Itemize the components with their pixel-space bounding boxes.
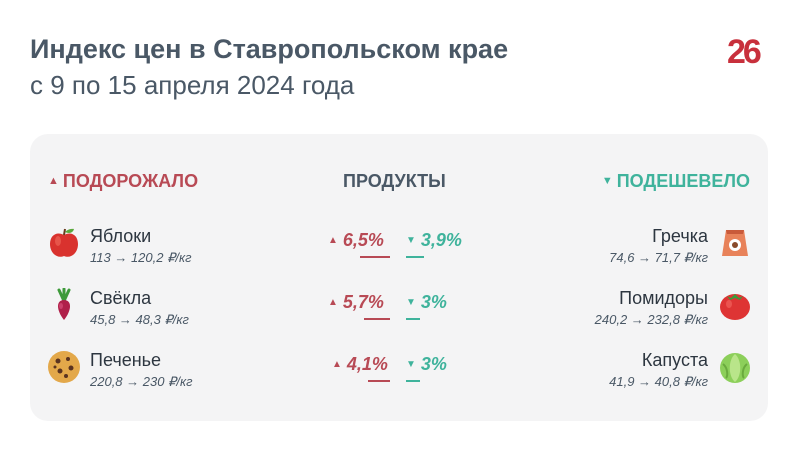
change-up: ▲ 5,7% [328, 292, 384, 313]
triangle-down-icon: ▼ [601, 175, 613, 187]
column-header-up: ▲ ПОДОРОЖАЛО [48, 171, 198, 192]
product-price-down: 240,2 → 232,8 ₽/кг [594, 312, 708, 327]
change-up-value: 6,5% [342, 230, 384, 250]
product-name-down: Капуста [641, 350, 708, 370]
triangle-up-icon: ▲ [332, 359, 342, 370]
triangle-up-icon: ▲ [328, 297, 338, 308]
table-row: Яблоки 113 → 120,2 ₽/кг ▲ 6,5% ▼ 3,9% Греч… [0, 226, 800, 282]
logo-text: 26 [727, 33, 761, 69]
product-price-up: 220,8 → 230 ₽/кг [90, 374, 193, 389]
product-name-up: Печенье [90, 350, 162, 370]
triangle-up-icon: ▲ [328, 235, 338, 246]
change-down-underline [406, 380, 420, 382]
triangle-up-icon: ▲ [48, 175, 59, 187]
triangle-down-icon: ▼ [406, 235, 416, 246]
change-down-value: 3% [420, 354, 447, 374]
buckwheat-bag-icon [722, 230, 748, 256]
change-down-underline [406, 318, 420, 320]
change-up-underline [360, 256, 390, 258]
change-down: ▼ 3% [406, 354, 447, 375]
logo-26: 26 [727, 33, 764, 69]
column-header-down-label: ПОДЕШЕВЕЛО [616, 171, 750, 191]
change-up-underline [364, 318, 390, 320]
product-name-up: Яблоки [90, 226, 152, 246]
change-up-value: 5,7% [342, 292, 384, 312]
cabbage-icon [720, 353, 750, 383]
column-header-up-label: ПОДОРОЖАЛО [62, 171, 199, 191]
price-card [30, 134, 768, 421]
page-title: Индекс цен в Ставропольском крае [30, 34, 509, 64]
table-row: Печенье 220,8 → 230 ₽/кг ▲ 4,1% ▼ 3% Капус… [0, 350, 800, 406]
change-up: ▲ 4,1% [332, 354, 388, 375]
product-name-down: Помидоры [619, 288, 708, 308]
product-price-up: 45,8 → 48,3 ₽/кг [90, 312, 189, 327]
product-price-down: 74,6 → 71,7 ₽/кг [609, 250, 708, 265]
change-down: ▼ 3,9% [406, 230, 462, 251]
product-name-down: Гречка [652, 226, 708, 246]
product-price-up: 113 → 120,2 ₽/кг [90, 250, 192, 265]
change-down-value: 3,9% [420, 230, 462, 250]
change-up: ▲ 6,5% [328, 230, 384, 251]
table-row: Свёкла 45,8 → 48,3 ₽/кг ▲ 5,7% ▼ 3% Помидо… [0, 288, 800, 344]
tomato-icon [720, 294, 750, 320]
apple-icon [50, 228, 78, 257]
change-up-value: 4,1% [346, 354, 388, 374]
cookie-icon [48, 351, 80, 383]
triangle-down-icon: ▼ [406, 297, 416, 308]
beet-icon [57, 288, 71, 320]
column-header-products: ПРОДУКТЫ [343, 171, 446, 191]
product-name-up: Свёкла [90, 288, 152, 308]
change-up-underline [368, 380, 390, 382]
triangle-down-icon: ▼ [406, 359, 416, 370]
product-price-down: 41,9 → 40,8 ₽/кг [609, 374, 708, 389]
change-down-value: 3% [420, 292, 447, 312]
column-header-down: ▼ ПОДЕШЕВЕЛО [602, 171, 750, 192]
page-subtitle: с 9 по 15 апреля 2024 года [30, 70, 355, 100]
change-down-underline [406, 256, 424, 258]
change-down: ▼ 3% [406, 292, 447, 313]
